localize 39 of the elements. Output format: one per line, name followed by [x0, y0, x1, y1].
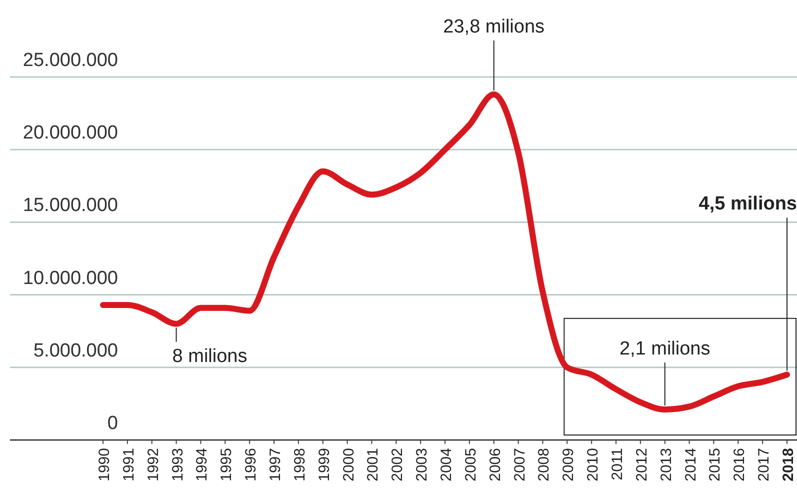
x-tick-label: 2014 [682, 448, 700, 482]
x-tick-label: 1996 [242, 448, 260, 482]
y-tick-label: 5.000.000 [33, 340, 118, 362]
x-tick-label: 1992 [144, 448, 162, 482]
x-tick-label: 1995 [218, 448, 236, 482]
x-tick-label: 2018 [780, 448, 797, 482]
annotation: 2,1 milions [619, 338, 710, 360]
x-tick-label: 2011 [609, 448, 626, 480]
y-tick-label: 15.000.000 [22, 195, 118, 216]
x-tick-label: 2007 [511, 448, 528, 482]
x-tick-label: 2003 [414, 448, 431, 482]
x-tick-label: 2008 [536, 448, 553, 482]
x-tick-label: 1991 [120, 448, 138, 482]
x-tick-label: 2002 [389, 448, 406, 482]
y-tick-label: 10.000.000 [22, 268, 118, 289]
y-tick-label: 20.000.000 [22, 122, 118, 144]
y-tick-label: 25.000.000 [22, 50, 118, 71]
x-tick-label: 2016 [731, 448, 748, 482]
x-tick-label: 2009 [560, 448, 578, 482]
x-tick-label: 2015 [706, 448, 724, 482]
x-tick-label: 2004 [438, 448, 455, 482]
x-tick-label: 1999 [316, 448, 333, 482]
x-tick-label: 2000 [340, 448, 358, 482]
x-tick-label: 2012 [633, 448, 650, 482]
x-tick-label: 2010 [584, 448, 602, 482]
annotation: 23,8 milions [443, 16, 545, 38]
x-tick-label: 1994 [194, 448, 211, 482]
x-tick-label: 2005 [462, 448, 480, 482]
annotation: 4,5 milions [698, 194, 797, 215]
x-tick-label: 2006 [486, 448, 504, 482]
x-tick-label: 2013 [658, 448, 675, 482]
x-tick-label: 2017 [756, 448, 773, 482]
y-tick-label: 0 [107, 413, 118, 434]
x-tick-label: 1993 [169, 448, 186, 482]
x-tick-label: 1990 [96, 448, 113, 482]
annotation: 8 milions [172, 346, 248, 367]
x-tick-label: 1998 [291, 448, 308, 482]
x-tick-label: 1997 [267, 448, 284, 482]
x-tick-label: 2001 [364, 448, 382, 482]
